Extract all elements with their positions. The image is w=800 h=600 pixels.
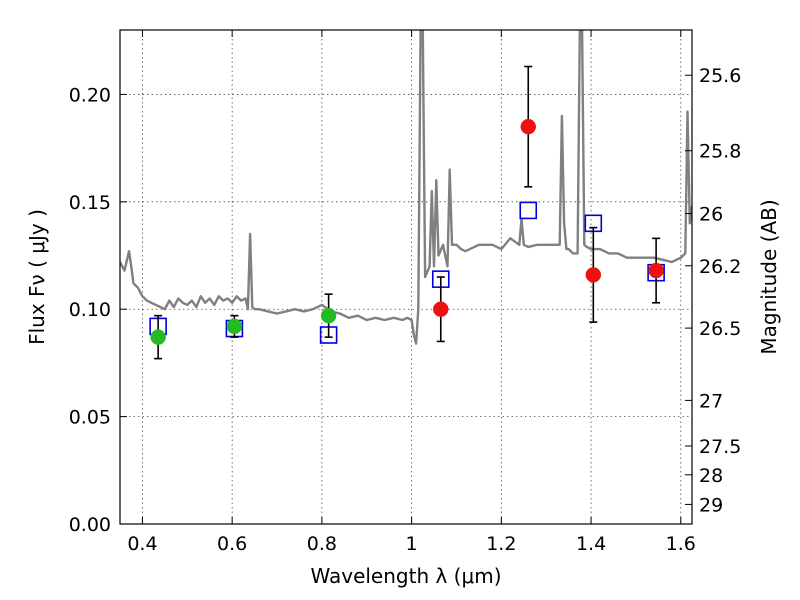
- y2-tick-label: 28: [699, 465, 723, 487]
- axis-ticks: 0.4 0.6 0.8 1 1.2 1.4 1.6 0.00 0.05 0.10 0.15 0.20 2…: [69, 30, 741, 555]
- observed-point: [585, 267, 602, 283]
- y2-tick-label: 27.5: [699, 436, 741, 458]
- y2-tick-label: 27: [699, 390, 723, 412]
- y2-tick-label: 26.2: [699, 256, 741, 278]
- observed-point: [520, 118, 537, 135]
- observed-point: [320, 307, 337, 324]
- y2-tick-label: 26: [699, 204, 723, 226]
- data-points: [149, 65, 665, 360]
- x-tick-label: 1: [406, 533, 418, 555]
- observed-point: [433, 301, 449, 317]
- y-tick-label: 0.10: [69, 299, 111, 321]
- observed-point: [150, 329, 166, 345]
- y2-tick-label: 26.5: [699, 318, 741, 340]
- x-tick-label: 0.4: [127, 533, 157, 555]
- y2-tick-label: 25.6: [699, 65, 741, 87]
- y2-tick-label: 25.8: [699, 141, 741, 163]
- model-photometry-square: [519, 201, 538, 220]
- grid: [120, 30, 692, 525]
- x-tick-label: 0.8: [307, 533, 337, 555]
- spectrum-line: [120, 30, 692, 345]
- observed-point: [648, 262, 664, 279]
- plot-frame: [119, 29, 693, 525]
- y-tick-label: 0.20: [69, 84, 111, 106]
- x-tick-label: 1.6: [666, 533, 696, 555]
- x-tick-label: 1.4: [576, 533, 606, 555]
- y-tick-label: 0.00: [69, 514, 111, 536]
- observed-point: [226, 318, 243, 335]
- x-tick-label: 1.2: [486, 533, 516, 555]
- model-spectrum: [120, 30, 692, 345]
- y-tick-label: 0.15: [69, 192, 111, 214]
- y-tick-label: 0.05: [69, 407, 111, 429]
- x-tick-label: 0.6: [217, 533, 247, 555]
- y2-tick-label: 29: [699, 494, 723, 516]
- y-axis-label: Flux Fν ( μJy ): [25, 209, 49, 345]
- y2-axis-label: Magnitude (AB): [757, 199, 781, 354]
- x-axis-label: Wavelength λ (μm): [310, 564, 501, 588]
